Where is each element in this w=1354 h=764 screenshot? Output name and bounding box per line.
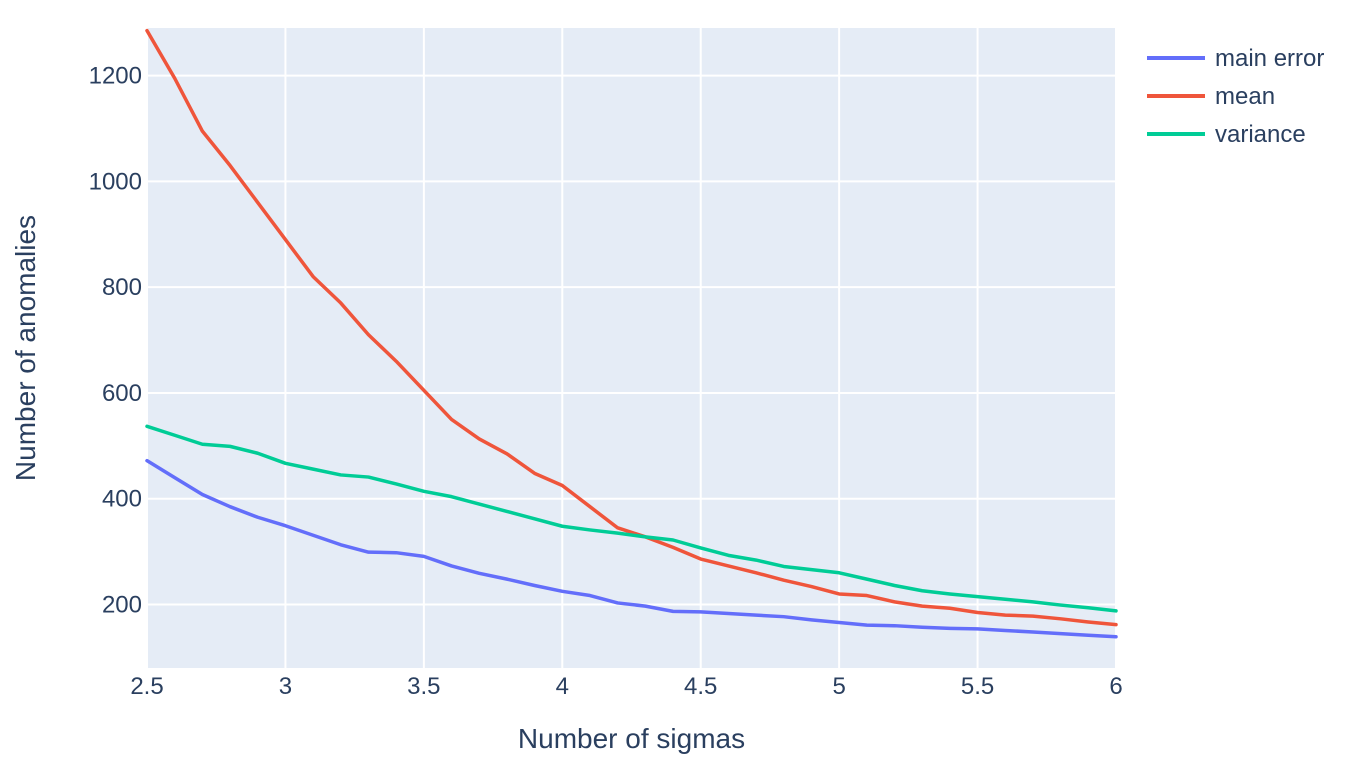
- y-tick-label: 800: [102, 274, 142, 301]
- legend-label: variance: [1215, 121, 1306, 148]
- legend-item-main-error[interactable]: main error: [1147, 45, 1324, 72]
- x-tick-label: 5.5: [961, 673, 994, 700]
- x-tick-label: 3.5: [407, 673, 440, 700]
- y-tick-label: 200: [102, 592, 142, 619]
- series-line-main-error: [145, 458, 1118, 639]
- plot-area: [147, 28, 1116, 668]
- x-axis-ticks: 2.5 3 3.5 4 4.5 5 5.5 6: [130, 673, 1122, 700]
- series-line-mean: [145, 28, 1118, 627]
- legend-label: main error: [1215, 45, 1324, 72]
- legend-item-mean[interactable]: mean: [1147, 83, 1275, 110]
- x-tick-label: 4.5: [684, 673, 717, 700]
- y-axis-title: Number of anomalies: [10, 215, 41, 481]
- y-axis-ticks: 200 400 600 800 1000 1200: [89, 63, 142, 619]
- x-tick-label: 3: [279, 673, 292, 700]
- x-tick-label: 5: [832, 673, 845, 700]
- y-tick-label: 1000: [89, 168, 142, 195]
- series-lines: [145, 28, 1118, 639]
- y-tick-label: 600: [102, 380, 142, 407]
- x-axis-title: Number of sigmas: [518, 723, 745, 754]
- y-tick-label: 1200: [89, 63, 142, 90]
- grid-lines: [146, 28, 1117, 668]
- legend-label: mean: [1215, 83, 1275, 110]
- x-tick-label: 6: [1109, 673, 1122, 700]
- x-tick-label: 2.5: [130, 673, 163, 700]
- legend-item-variance[interactable]: variance: [1147, 121, 1306, 148]
- y-tick-label: 400: [102, 486, 142, 513]
- series-line-variance: [145, 424, 1118, 613]
- legend: main error mean variance: [1147, 45, 1324, 148]
- x-tick-label: 4: [556, 673, 569, 700]
